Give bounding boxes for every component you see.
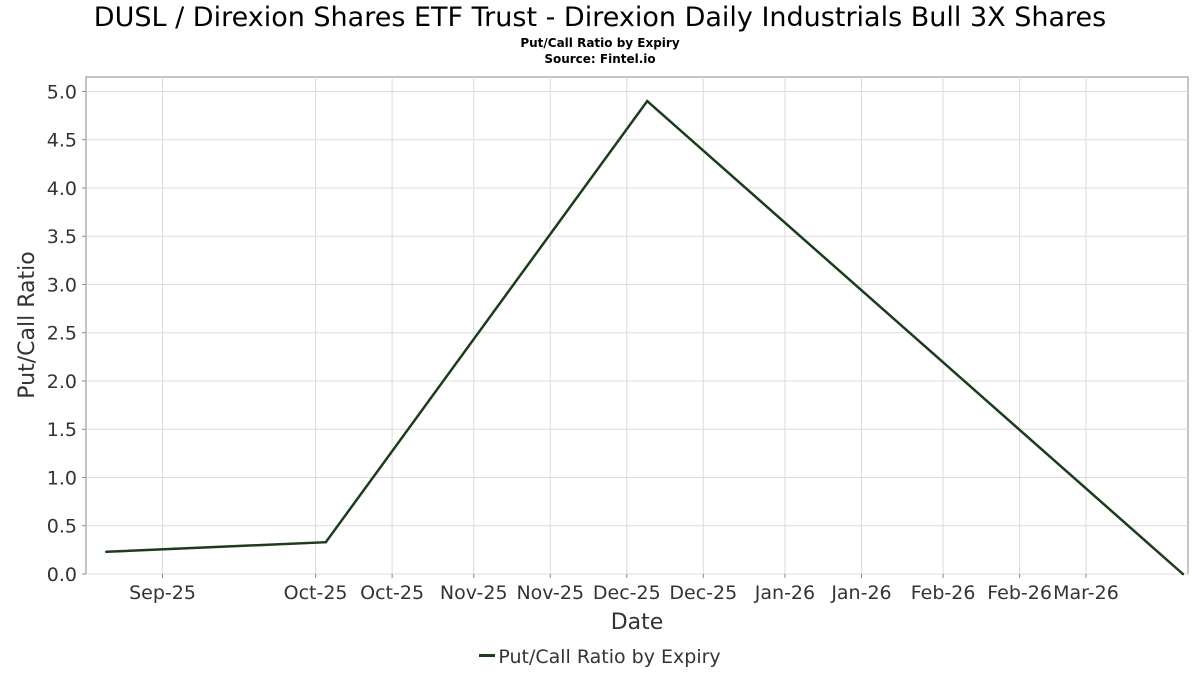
y-tick-label: 2.0 [47,371,77,393]
series-line [106,99,1184,575]
y-tick-label: 4.0 [47,178,77,200]
x-tick-label: Dec-25 [593,582,661,604]
y-tick-label: 0.0 [47,564,77,586]
x-axis-ticks: Sep-25 Oct-25 Oct-25 Nov-25 Nov-25 Dec-25 Dec-… [129,574,1119,604]
series-group [105,99,1185,576]
y-tick-label: 2.5 [47,323,77,345]
y-axis-label: Put/Call Ratio [15,251,40,398]
x-tick-label: Jan-26 [830,582,891,604]
x-tick-label: Oct-25 [284,582,348,604]
x-tick-label: Feb-26 [911,582,976,604]
y-tick-label: 3.0 [47,274,77,296]
x-tick-label: Feb-26 [987,582,1052,604]
x-tick-label: Nov-25 [516,582,584,604]
chart-title: DUSL / Direxion Shares ETF Trust - Direx… [93,2,1107,33]
legend-swatch [479,654,496,657]
y-tick-label: 1.0 [47,467,77,489]
chart-subtitle: Put/Call Ratio by Expiry [520,36,680,50]
plot-area [85,76,1189,575]
x-tick-label: Dec-25 [669,582,737,604]
x-tick-label: Mar-26 [1053,582,1119,604]
data-point [1181,572,1185,576]
y-tick-label: 3.5 [47,226,77,248]
x-tick-label: Sep-25 [129,582,196,604]
data-point [324,540,328,544]
y-tick-label: 4.5 [47,130,77,152]
x-tick-label: Nov-25 [440,582,508,604]
data-point [105,550,108,554]
data-point [645,99,649,103]
y-tick-label: 5.0 [47,81,77,103]
x-axis-label: Date [611,610,664,635]
legend-label: Put/Call Ratio by Expiry [498,646,721,668]
x-tick-label: Jan-26 [754,582,815,604]
x-tick-label: Oct-25 [360,582,424,604]
legend: Put/Call Ratio by Expiry [0,646,1200,668]
chart-source: Source: Fintel.io [544,52,656,66]
y-tick-label: 1.5 [47,419,77,441]
y-axis-ticks: 0.0 0.5 1.0 1.5 2.0 2.5 3.0 3.5 4.0 4.5 5.0 [47,81,86,586]
y-tick-label: 0.5 [47,516,77,538]
grid-lines [86,77,1188,575]
